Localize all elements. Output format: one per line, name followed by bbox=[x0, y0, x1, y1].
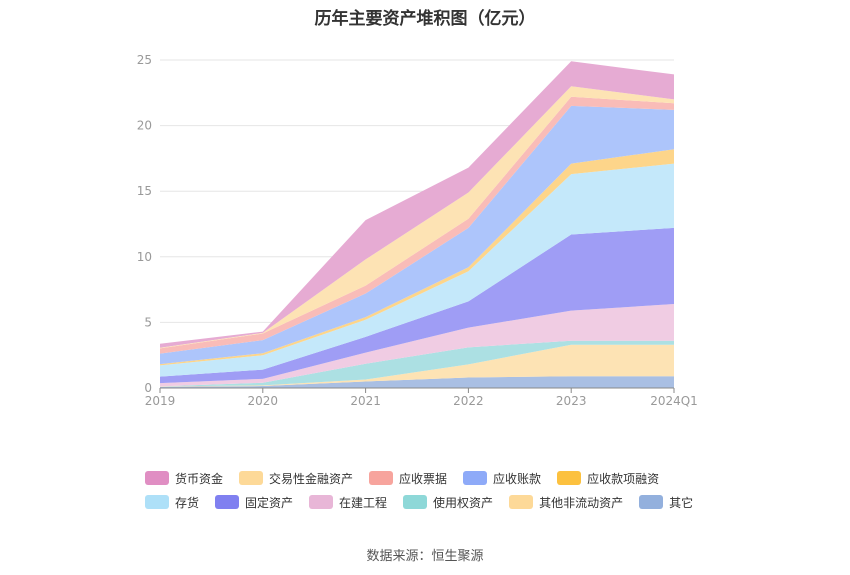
area-series-10[interactable] bbox=[160, 61, 674, 348]
legend-item[interactable]: 应收款项融资 bbox=[557, 470, 659, 486]
x-tick-label: 2024Q1 bbox=[650, 394, 698, 408]
x-tick-label: 2019 bbox=[145, 394, 176, 408]
y-tick-label: 25 bbox=[137, 53, 152, 67]
legend-item[interactable]: 交易性金融资产 bbox=[239, 470, 353, 486]
legend-swatch bbox=[145, 495, 169, 509]
legend-swatch bbox=[369, 471, 394, 485]
legend-swatch bbox=[509, 495, 534, 509]
legend-swatch bbox=[309, 495, 334, 509]
legend-label: 应收款项融资 bbox=[587, 471, 660, 486]
legend-swatch bbox=[145, 471, 169, 485]
legend-swatch bbox=[639, 495, 664, 509]
legend-swatch bbox=[239, 471, 264, 485]
legend-label: 其它 bbox=[669, 495, 694, 510]
legend-row: 货币资金 交易性金融资产 应收票据 应收账款 应收款项融资存货 固定资产 在建工程 使用权资产… bbox=[145, 470, 725, 518]
legend-label: 应收票据 bbox=[399, 471, 448, 486]
legend-label: 应收账款 bbox=[493, 471, 542, 486]
legend-label: 固定资产 bbox=[245, 495, 294, 510]
legend-item[interactable]: 应收账款 bbox=[463, 470, 541, 486]
axis-layer: 2019 2020 2021 2022 2023 2024Q1 bbox=[145, 387, 698, 408]
area-series-7[interactable] bbox=[160, 105, 674, 365]
legend-label: 在建工程 bbox=[339, 495, 388, 510]
legend-item[interactable]: 固定资产 bbox=[215, 494, 293, 510]
legend-label: 使用权资产 bbox=[433, 495, 494, 510]
legend-swatch bbox=[557, 471, 582, 485]
x-tick-label: 2021 bbox=[350, 394, 381, 408]
legend-item[interactable]: 存货 bbox=[145, 494, 199, 510]
area-series-2[interactable] bbox=[160, 340, 674, 387]
area-layer bbox=[160, 61, 674, 388]
area-series-4[interactable] bbox=[160, 227, 674, 384]
legend-swatch bbox=[215, 495, 240, 509]
legend: 货币资金 交易性金融资产 应收票据 应收账款 应收款项融资存货 固定资产 在建工程 使用权资产… bbox=[145, 470, 725, 518]
legend-item[interactable]: 在建工程 bbox=[309, 494, 387, 510]
x-tick-label: 2023 bbox=[556, 394, 587, 408]
y-tick-label: 20 bbox=[137, 119, 152, 133]
x-tick-label: 2020 bbox=[248, 394, 279, 408]
y-tick-label: 10 bbox=[137, 250, 152, 264]
y-tick-label: 5 bbox=[144, 315, 152, 329]
legend-item[interactable]: 使用权资产 bbox=[403, 494, 493, 510]
y-tick-label: 15 bbox=[137, 184, 152, 198]
legend-swatch bbox=[403, 495, 428, 509]
legend-label: 货币资金 bbox=[175, 471, 224, 486]
data-source-note: 数据来源：恒生聚源 bbox=[366, 549, 484, 564]
legend-item[interactable]: 货币资金 bbox=[145, 470, 223, 486]
area-series-5[interactable] bbox=[160, 163, 674, 377]
area-series-1[interactable] bbox=[160, 344, 674, 387]
legend-item[interactable]: 其他非流动资产 bbox=[509, 494, 623, 510]
legend-item[interactable]: 其它 bbox=[639, 494, 693, 510]
area-series-0[interactable] bbox=[160, 376, 674, 388]
legend-item[interactable]: 应收票据 bbox=[369, 470, 447, 486]
y-tick-label: 0 bbox=[144, 381, 152, 395]
chart-title: 历年主要资产堆积图（亿元） bbox=[314, 9, 536, 29]
legend-label: 交易性金融资产 bbox=[269, 471, 354, 486]
legend-label: 存货 bbox=[175, 495, 200, 510]
x-tick-label: 2022 bbox=[453, 394, 484, 408]
legend-label: 其他非流动资产 bbox=[539, 495, 624, 510]
legend-swatch bbox=[463, 471, 488, 485]
area-series-3[interactable] bbox=[160, 304, 674, 387]
